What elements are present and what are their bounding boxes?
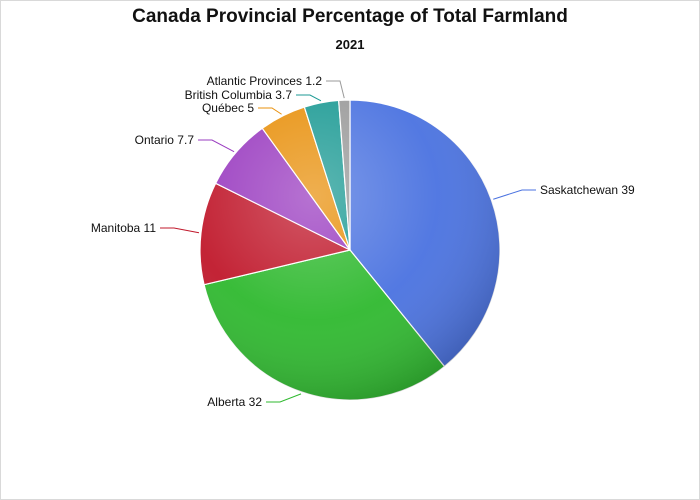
leader-line-qu-bec (258, 107, 282, 115)
slice-label-alberta: Alberta 32 (207, 395, 262, 409)
slice-label-british-columbia: British Columbia 3.7 (185, 88, 293, 102)
chart-subtitle: 2021 (335, 37, 365, 52)
leader-line-alberta (266, 393, 302, 403)
leader-line-saskatchewan (493, 189, 536, 200)
slice-label-manitoba: Manitoba 11 (91, 221, 156, 235)
slice-label-atlantic-provinces: Atlantic Provinces 1.2 (207, 74, 323, 88)
slice-label-ontario: Ontario 7.7 (135, 133, 195, 147)
slice-label-qu-bec: Québec 5 (202, 101, 254, 115)
leader-line-ontario (198, 139, 235, 153)
slice-label-saskatchewan: Saskatchewan 39 (540, 183, 635, 197)
leader-line-atlantic-provinces (326, 80, 345, 99)
chart-title: Canada Provincial Percentage of Total Fa… (132, 6, 568, 27)
leader-line-british-columbia (296, 94, 322, 102)
leader-line-manitoba (160, 227, 200, 234)
